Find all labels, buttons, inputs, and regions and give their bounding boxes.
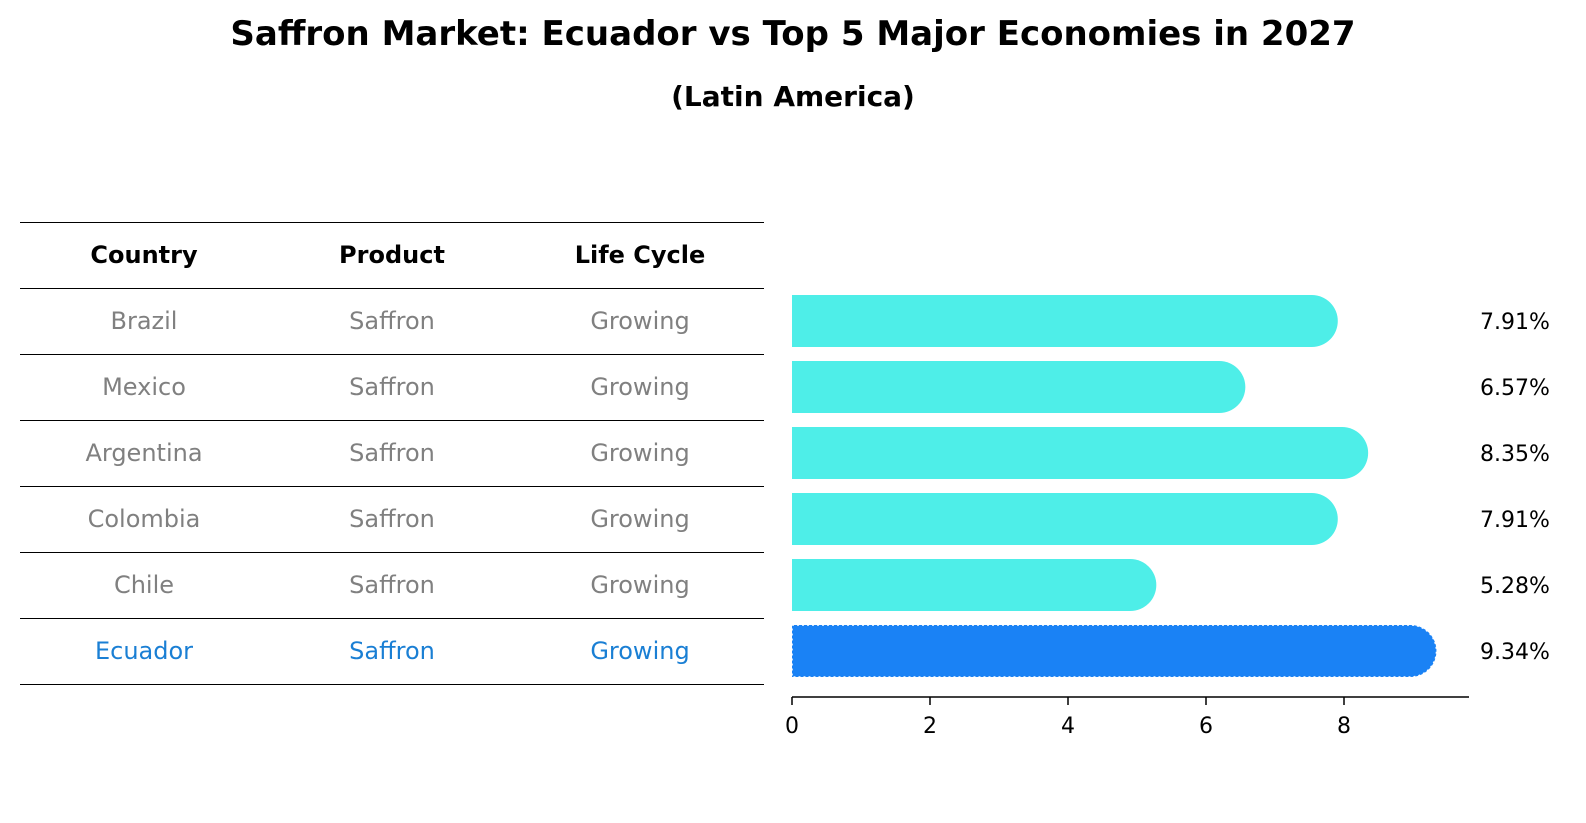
table-row: Argentina Saffron Growing (20, 420, 764, 486)
cell-product: Saffron (349, 637, 435, 665)
table-row: Colombia Saffron Growing (20, 486, 764, 552)
data-label: 7.91% (1480, 508, 1550, 533)
x-tick-label: 6 (1199, 714, 1213, 739)
table-header: Country Product Life Cycle (20, 222, 764, 288)
cell-product: Saffron (349, 505, 435, 533)
x-tick-label: 8 (1337, 714, 1351, 739)
table-rule (20, 684, 764, 685)
table-row-highlight: Ecuador Saffron Growing (20, 618, 764, 684)
table-rule (20, 222, 764, 223)
table-row: Chile Saffron Growing (20, 552, 764, 618)
data-label: 6.57% (1480, 376, 1550, 401)
cell-country: Colombia (87, 505, 201, 533)
bar-highlight (791, 624, 1438, 678)
cell-life-cycle: Growing (590, 307, 690, 335)
table-row: Brazil Saffron Growing (20, 288, 764, 354)
x-tick-label: 0 (785, 714, 799, 739)
header-country: Country (90, 241, 198, 269)
data-label: 9.34% (1480, 640, 1550, 665)
cell-life-cycle: Growing (590, 373, 690, 401)
cell-product: Saffron (349, 307, 435, 335)
x-tick-label: 2 (923, 714, 937, 739)
cell-country: Chile (113, 571, 175, 599)
table-rule (20, 354, 764, 355)
header-life-cycle: Life Cycle (574, 241, 706, 269)
bar (792, 427, 1369, 479)
table-rule (20, 420, 764, 421)
bar (792, 361, 1246, 413)
cell-life-cycle: Growing (590, 505, 690, 533)
bar (792, 493, 1338, 545)
chart-subtitle: (Latin America) (671, 80, 915, 113)
bar (792, 559, 1157, 611)
cell-product: Saffron (349, 373, 435, 401)
cell-country: Ecuador (94, 637, 194, 665)
cell-country: Mexico (102, 373, 186, 401)
data-label: 8.35% (1480, 442, 1550, 467)
cell-life-cycle: Growing (590, 439, 690, 467)
table-rule (20, 486, 764, 487)
x-tick-label: 4 (1061, 714, 1075, 739)
cell-life-cycle: Growing (590, 637, 690, 665)
cell-country: Argentina (85, 439, 203, 467)
chart-title: Saffron Market: Ecuador vs Top 5 Major E… (230, 14, 1356, 54)
table-rule (20, 288, 764, 289)
cell-country: Brazil (110, 307, 178, 335)
cell-life-cycle: Growing (590, 571, 690, 599)
data-label: 5.28% (1480, 574, 1550, 599)
bar (792, 295, 1338, 347)
table-rule (20, 618, 764, 619)
table-rule (20, 552, 764, 553)
table-row: Mexico Saffron Growing (20, 354, 764, 420)
data-label: 7.91% (1480, 310, 1550, 335)
cell-product: Saffron (349, 439, 435, 467)
cell-product: Saffron (349, 571, 435, 599)
header-product: Product (339, 241, 445, 269)
